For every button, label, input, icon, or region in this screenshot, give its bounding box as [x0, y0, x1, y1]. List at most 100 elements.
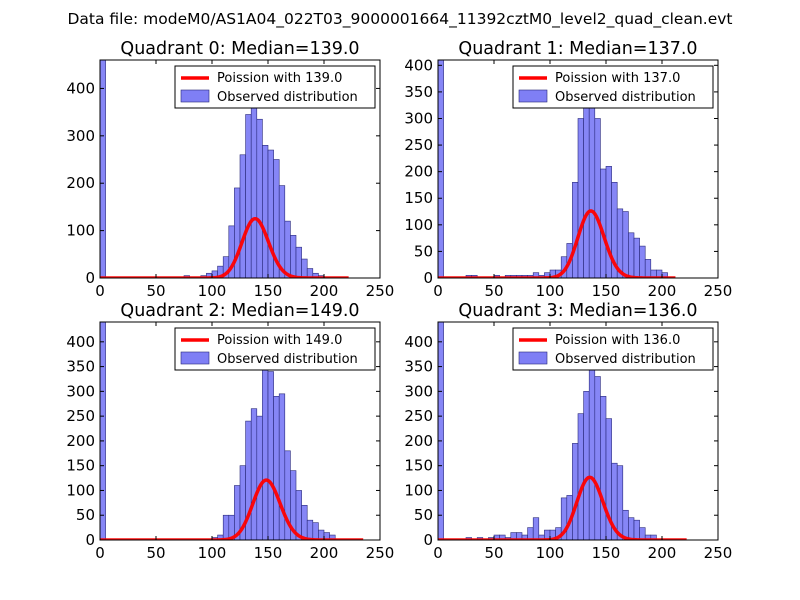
- quadrant-0-ytick-label: 0: [85, 269, 95, 287]
- quadrant-3-histogram-bar: [616, 465, 624, 540]
- quadrant-1-chart: Quadrant 1: Median=137.0 0 50 100 150 200 250 0…: [404, 39, 732, 300]
- quadrant-1-histogram-bar: [633, 237, 640, 278]
- quadrant-0-xtick-label: 50: [146, 282, 165, 300]
- quadrant-1-ytick-label: 400: [404, 56, 433, 74]
- quadrant-3-histogram-bar: [639, 527, 646, 540]
- quadrant-1-legend-poisson-label: Poission with 137.0: [555, 71, 680, 86]
- quadrant-3-histogram-bar: [438, 322, 444, 540]
- quadrant-1-histogram-bar: [639, 245, 646, 278]
- quadrant-3-legend-poisson-label: Poission with 136.0: [555, 333, 680, 348]
- quadrant-2-legend-poisson-label: Poission with 149.0: [217, 333, 342, 348]
- quadrant-2-ytick-label: 0: [85, 531, 95, 549]
- quadrant-3-xtick-label: 0: [433, 544, 443, 562]
- quadrant-0-axes-frame: [99, 59, 381, 279]
- quadrant-3-histogram-bar: [577, 413, 584, 540]
- quadrant-2-xtick-label: 150: [254, 544, 283, 562]
- quadrant-2-ytick-label: 100: [66, 481, 95, 499]
- quadrant-3-ytick-label: 50: [414, 506, 433, 524]
- quadrant-0-histogram-bar: [301, 258, 308, 278]
- quadrant-2-xtick-label: 0: [95, 544, 105, 562]
- quadrant-0-legend: Poission with 139.0 Observed distribution: [174, 65, 376, 109]
- quadrant-1-ytick-label: 0: [423, 269, 433, 287]
- quadrant-2-histogram-bar: [278, 393, 286, 540]
- quadrant-2-title: Quadrant 2: Median=149.0: [120, 301, 359, 321]
- quadrant-2-xtick-label: 50: [146, 544, 165, 562]
- quadrant-3-histogram-bar: [527, 527, 534, 540]
- quadrant-3-ytick-label: 0: [423, 531, 433, 549]
- quadrant-1-legend: Poission with 137.0 Observed distribution: [512, 65, 714, 109]
- quadrant-1-xtick-label: 150: [592, 282, 621, 300]
- quadrant-1-histogram-bar: [577, 118, 584, 278]
- quadrant-0-chart: Quadrant 0: Median=139.0 0 50 100 150 200 250 0…: [66, 39, 394, 300]
- quadrant-0-histogram-bar: [100, 60, 106, 278]
- quadrant-2-xtick-label: 100: [198, 544, 227, 562]
- quadrant-2-axes-frame: [99, 321, 381, 541]
- quadrant-2-histogram-bar: [267, 371, 274, 540]
- quadrant-3-ytick-label: 350: [404, 358, 433, 376]
- quadrant-2-histogram-bar: [222, 514, 230, 540]
- quadrant-2-ytick-label: 250: [66, 407, 95, 425]
- quadrant-2-histogram-bar: [262, 351, 269, 540]
- quadrant-3-ytick-label: 300: [404, 382, 433, 400]
- quadrant-1-histogram-bar: [572, 181, 579, 278]
- quadrant-0-legend-poisson-label: Poission with 139.0: [217, 71, 342, 86]
- quadrant-1-axes-frame: [437, 59, 719, 279]
- quadrant-1-histogram-bar: [438, 60, 444, 278]
- quadrant-3-legend-bar-swatch: [518, 351, 548, 365]
- quadrant-1-histogram-bar: [622, 211, 629, 278]
- quadrant-1-ytick-label: 150: [404, 189, 433, 207]
- quadrant-2-legend: Poission with 149.0 Observed distribution: [174, 327, 376, 371]
- quadrant-3-histogram-bar: [572, 443, 579, 540]
- quadrant-2-legend-bar-swatch: [180, 351, 210, 365]
- quadrant-0-histogram-bar: [262, 145, 269, 278]
- quadrant-1-ytick-label: 350: [404, 83, 433, 101]
- quadrant-0-legend-bar-swatch: [180, 89, 210, 103]
- quadrant-3-xtick-label: 50: [484, 544, 503, 562]
- quadrant-0-title: Quadrant 0: Median=139.0: [120, 39, 359, 59]
- quadrant-0-ytick-label: 400: [66, 79, 95, 97]
- quadrant-2-histogram-bar: [306, 519, 314, 540]
- quadrant-0-histogram-bar: [256, 118, 263, 278]
- quadrant-3-xtick-label: 150: [592, 544, 621, 562]
- quadrant-1-ytick-label: 200: [404, 163, 433, 181]
- quadrant-3-ytick-label: 150: [404, 457, 433, 475]
- quadrant-3-histogram-bar: [594, 376, 601, 540]
- quadrant-1-histogram-bar: [588, 80, 596, 278]
- quadrant-2-histogram-bar: [301, 505, 308, 540]
- quadrant-3-legend-observed-label: Observed distribution: [555, 352, 696, 367]
- quadrant-0-histogram-bar: [295, 246, 302, 278]
- quadrant-1-ytick-label: 250: [404, 136, 433, 154]
- quadrant-2-histogram-bar: [312, 522, 319, 540]
- quadrant-2-histogram-bar: [329, 534, 336, 540]
- quadrant-1-xtick-label: 200: [648, 282, 677, 300]
- quadrant-1-title: Quadrant 1: Median=137.0: [458, 39, 697, 59]
- quadrant-3-ytick-label: 100: [404, 481, 433, 499]
- quadrant-2-chart: Quadrant 2: Median=149.0 0 50 100 150 200 250 0…: [66, 301, 394, 562]
- quadrant-1-histogram-bar: [594, 118, 601, 278]
- quadrant-1-plot-area: [438, 60, 677, 278]
- quadrant-1-histogram-bar: [605, 166, 612, 278]
- quadrant-2-ytick-label: 300: [66, 382, 95, 400]
- quadrant-2-ytick-label: 50: [76, 506, 95, 524]
- quadrant-3-ytick-label: 250: [404, 407, 433, 425]
- quadrant-1-xtick-label: 100: [536, 282, 565, 300]
- quadrant-3-ytick-label: 200: [404, 432, 433, 450]
- quadrant-1-histogram-bar: [628, 232, 635, 278]
- quadrant-0-histogram-bar: [234, 187, 241, 278]
- quadrant-1-xtick-label: 0: [433, 282, 443, 300]
- quadrant-0-xtick-label: 250: [366, 282, 395, 300]
- figure-suptitle: Data file: modeM0/AS1A04_022T03_90000016…: [67, 10, 732, 29]
- quadrant-2-histogram-bar: [250, 408, 258, 540]
- quadrant-0-xtick-label: 150: [254, 282, 283, 300]
- quadrant-3-histogram-bar: [628, 517, 635, 540]
- quadrant-0-histogram-bar: [290, 235, 297, 278]
- quadrant-2-histogram-bar: [256, 415, 263, 540]
- quadrant-3-histogram-bar: [583, 391, 590, 540]
- quadrant-0-xtick-label: 100: [198, 282, 227, 300]
- quadrant-2-ytick-label: 400: [66, 333, 95, 351]
- quadrant-3-histogram-bar: [600, 396, 607, 540]
- quadrant-2-ytick-label: 350: [66, 358, 95, 376]
- quadrant-3-histogram-bar: [532, 517, 540, 540]
- quadrant-0-xtick-label: 0: [95, 282, 105, 300]
- quadrant-3-title: Quadrant 3: Median=136.0: [458, 301, 697, 321]
